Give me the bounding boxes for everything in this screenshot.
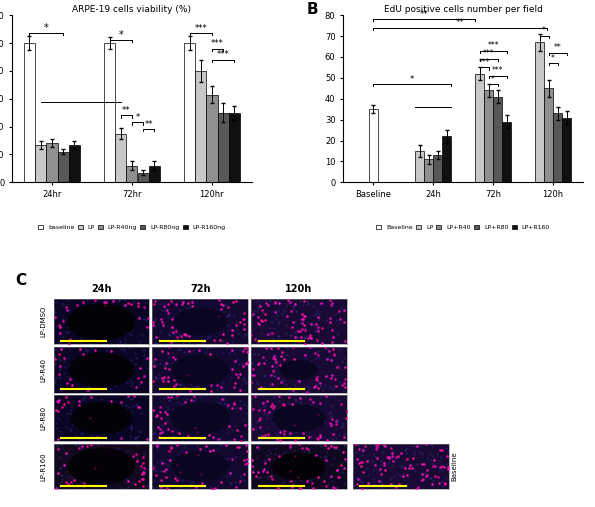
Text: **: ** bbox=[554, 43, 562, 52]
Text: *: * bbox=[491, 75, 495, 84]
Bar bbox=[442, 136, 451, 183]
Text: LP-R40: LP-R40 bbox=[40, 358, 46, 382]
Bar bbox=[104, 43, 115, 183]
Title: EdU positive cells number per field: EdU positive cells number per field bbox=[384, 6, 543, 14]
Bar bbox=[137, 172, 149, 183]
Bar bbox=[68, 144, 80, 183]
Bar bbox=[149, 166, 160, 183]
Bar bbox=[228, 113, 240, 183]
Text: ***: *** bbox=[487, 41, 499, 50]
Bar bbox=[433, 155, 442, 183]
Polygon shape bbox=[170, 402, 231, 434]
Text: ***: *** bbox=[217, 50, 230, 59]
Bar bbox=[184, 43, 195, 183]
Text: Baseline: Baseline bbox=[451, 452, 457, 481]
Bar bbox=[535, 43, 544, 183]
Polygon shape bbox=[171, 355, 229, 385]
Bar bbox=[195, 71, 206, 183]
Bar bbox=[424, 159, 433, 183]
Text: C: C bbox=[15, 273, 26, 288]
Polygon shape bbox=[280, 360, 318, 380]
Polygon shape bbox=[67, 303, 136, 340]
Bar bbox=[24, 43, 35, 183]
Bar bbox=[553, 114, 562, 183]
Polygon shape bbox=[171, 451, 229, 482]
Bar bbox=[35, 144, 46, 183]
Text: **: ** bbox=[122, 106, 130, 115]
Bar bbox=[58, 152, 68, 183]
Text: B: B bbox=[307, 2, 319, 17]
Polygon shape bbox=[71, 402, 132, 434]
Legend: Baseline, LP, LP+R40, LP+R80, LP+R160: Baseline, LP, LP+R40, LP+R80, LP+R160 bbox=[374, 222, 552, 233]
Text: LP-R80: LP-R80 bbox=[40, 406, 46, 430]
Text: ***: *** bbox=[492, 66, 503, 75]
Text: *: * bbox=[136, 113, 140, 122]
Bar bbox=[126, 166, 137, 183]
Bar bbox=[502, 122, 511, 183]
Text: **: ** bbox=[420, 10, 428, 19]
Polygon shape bbox=[68, 448, 135, 485]
Text: **: ** bbox=[456, 18, 464, 27]
Bar bbox=[368, 109, 378, 183]
Text: ***: *** bbox=[195, 24, 207, 32]
Bar bbox=[218, 113, 228, 183]
Polygon shape bbox=[272, 405, 326, 432]
Bar bbox=[115, 133, 126, 183]
Bar bbox=[544, 88, 553, 183]
Bar bbox=[562, 118, 571, 183]
Legend: baseline, LP, LP-R40ng, LP-R80ng, LP-R160ng: baseline, LP, LP-R40ng, LP-R80ng, LP-R16… bbox=[36, 222, 228, 233]
Text: LP-R160: LP-R160 bbox=[40, 452, 46, 481]
Text: 24h: 24h bbox=[91, 283, 112, 294]
Polygon shape bbox=[173, 308, 227, 335]
Bar bbox=[493, 97, 502, 183]
Text: *: * bbox=[542, 26, 546, 35]
Title: ARPE-19 cells viability (%): ARPE-19 cells viability (%) bbox=[73, 6, 192, 14]
Text: *: * bbox=[551, 54, 555, 63]
Text: ***: *** bbox=[478, 58, 490, 67]
Text: *: * bbox=[410, 75, 414, 84]
Text: *: * bbox=[44, 23, 49, 32]
Bar bbox=[46, 143, 58, 183]
Bar bbox=[484, 90, 493, 183]
Text: 120h: 120h bbox=[286, 283, 312, 294]
Bar bbox=[475, 74, 484, 183]
Text: LP-DMSO: LP-DMSO bbox=[40, 306, 46, 337]
Text: 72h: 72h bbox=[190, 283, 211, 294]
Bar bbox=[415, 151, 424, 183]
Text: ***: *** bbox=[483, 50, 494, 58]
Text: ***: *** bbox=[211, 39, 224, 48]
Polygon shape bbox=[69, 352, 134, 387]
Bar bbox=[206, 95, 218, 183]
Polygon shape bbox=[272, 453, 326, 480]
Text: *: * bbox=[118, 29, 123, 40]
Text: **: ** bbox=[145, 120, 153, 129]
